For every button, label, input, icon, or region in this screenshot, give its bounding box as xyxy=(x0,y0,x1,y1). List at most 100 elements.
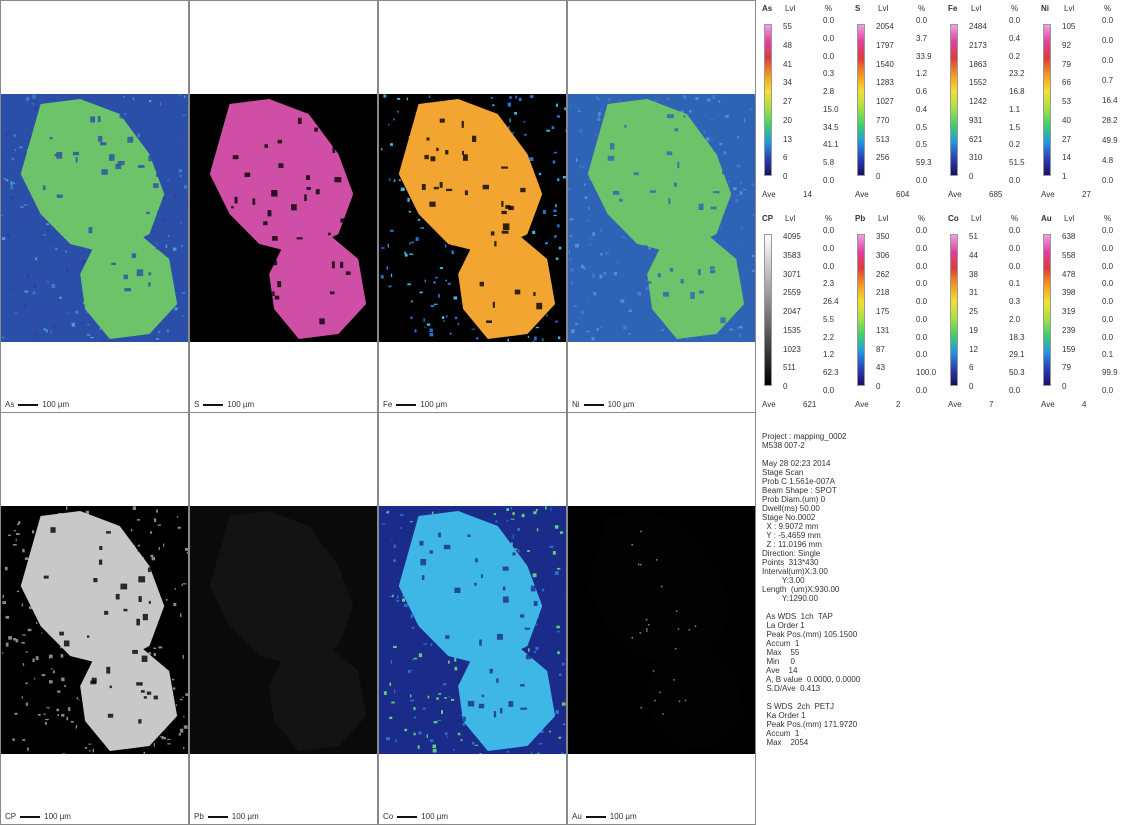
level-value: 1 xyxy=(1062,172,1067,181)
scale-line xyxy=(203,403,224,406)
lvl-header: Lvl xyxy=(878,214,889,223)
ave-value: 4 xyxy=(1082,400,1087,409)
info-line: Peak Pos.(mm) 105.1500 xyxy=(762,630,858,639)
percent-value: 0.0 xyxy=(1102,56,1114,65)
scale-line xyxy=(583,403,604,406)
ave-value: 14 xyxy=(803,190,812,199)
percent-value: 0.0 xyxy=(1009,176,1021,185)
percent-value: 0.0 xyxy=(823,176,835,185)
element-map-image xyxy=(568,506,755,754)
pct-header: % xyxy=(918,4,926,13)
info-line: Beam Shape : SPOT xyxy=(762,486,837,495)
ave-label: Ave xyxy=(948,190,962,199)
percent-value: 0.0 xyxy=(916,297,928,307)
level-value: 27 xyxy=(1062,134,1071,144)
info-line: M538 007-2 xyxy=(762,441,805,450)
info-line: Y : -5.4659 mm xyxy=(762,531,821,540)
element-label: S xyxy=(194,400,200,409)
info-line: Dwell(ms) 50.00 xyxy=(762,504,820,513)
percent-value: 0.0 xyxy=(1009,261,1021,271)
info-line xyxy=(762,693,1122,702)
color-scale-bar xyxy=(1043,234,1051,386)
level-value: 6 xyxy=(969,363,974,373)
legend-element: Co xyxy=(948,214,959,223)
percent-value: 0.0 xyxy=(1102,243,1114,253)
percent-value: 33.9 xyxy=(916,51,932,61)
level-value: 53 xyxy=(1062,97,1071,106)
color-scale-bar xyxy=(950,24,958,176)
percent-value: 0.4 xyxy=(916,104,928,114)
ave-label: Ave xyxy=(762,190,776,199)
level-value: 218 xyxy=(876,288,890,298)
percent-value: 2.2 xyxy=(823,332,835,342)
map-panel-fe: Fe 100 µm xyxy=(378,0,567,413)
scale-bar: Co 100 µm xyxy=(383,812,448,821)
legend-as: As Lvl% 55 48 41 34 27 20 13 6 0 0.0 0.0 0.0 0.3 2.8 15.… xyxy=(759,0,851,205)
percent-value: 0.0 xyxy=(823,51,835,61)
level-value: 350 xyxy=(876,232,890,241)
info-line: Interval(um)X:3.00 xyxy=(762,567,828,576)
scale-label: 100 µm xyxy=(421,812,449,821)
level-value: 44 xyxy=(969,250,978,260)
percent-value: 0.0 xyxy=(1102,314,1114,324)
level-value: 0 xyxy=(783,172,788,181)
percent-value: 34.5 xyxy=(823,122,839,132)
percent-value: 0.0 xyxy=(916,16,928,25)
level-value: 1797 xyxy=(876,40,894,50)
info-line: Points 313*430 xyxy=(762,558,819,567)
element-map-image xyxy=(190,506,377,754)
info-line: Peak Pos.(mm) 171.9720 xyxy=(762,720,858,729)
scale-label: 100 µm xyxy=(609,812,637,821)
lvl-header: Lvl xyxy=(1064,214,1075,223)
info-line: Max 55 xyxy=(762,648,800,657)
level-value: 1283 xyxy=(876,78,894,88)
level-value: 34 xyxy=(783,78,792,88)
level-value: 41 xyxy=(783,59,792,69)
info-line: Y:3.00 xyxy=(762,576,805,585)
legend-element: Fe xyxy=(948,4,958,13)
info-line: A, B value 0.0000, 0.0000 xyxy=(762,675,861,684)
element-map-image xyxy=(190,94,377,342)
color-scale-bar xyxy=(857,234,865,386)
map-panel-ni: Ni 100 µm xyxy=(567,0,756,413)
percent-value: 0.0 xyxy=(1102,261,1114,271)
percent-value: 0.0 xyxy=(1009,386,1021,395)
percent-value: 41.1 xyxy=(823,140,839,150)
info-line xyxy=(762,450,1122,459)
scale-line xyxy=(396,403,417,406)
percent-value: 0.0 xyxy=(1009,226,1021,235)
percent-value: 23.2 xyxy=(1009,69,1025,79)
percent-value: 28.2 xyxy=(1102,116,1118,125)
element-label: Au xyxy=(572,812,582,821)
percent-value: 1.1 xyxy=(1009,104,1021,114)
scale-label: 100 µm xyxy=(227,400,255,409)
legend-element: S xyxy=(855,4,861,13)
level-value: 175 xyxy=(876,307,890,316)
legend-element: CP xyxy=(762,214,774,223)
percent-value: 0.2 xyxy=(1009,140,1021,150)
info-line: X : 9.9072 mm xyxy=(762,522,819,531)
level-value: 55 xyxy=(783,22,792,31)
ave-label: Ave xyxy=(855,190,869,199)
percent-value: 0.0 xyxy=(1102,36,1114,45)
level-value: 262 xyxy=(876,269,890,279)
map-panel-co: Co 100 µm xyxy=(378,412,567,825)
level-value: 478 xyxy=(1062,269,1076,279)
pct-header: % xyxy=(825,4,833,13)
level-value: 0 xyxy=(1062,382,1067,391)
level-value: 1023 xyxy=(783,344,801,354)
ave-label: Ave xyxy=(762,400,776,409)
legend-element: As xyxy=(762,4,773,13)
scale-line xyxy=(207,815,228,818)
color-scale-bar xyxy=(764,234,772,386)
legend-fe: Fe Lvl% 2484 2173 1863 1552 1242 931 621 310 0 0.0 0… xyxy=(945,0,1037,205)
level-value: 48 xyxy=(783,40,792,50)
percent-value: 0.0 xyxy=(916,332,928,342)
color-scale-bar xyxy=(950,234,958,386)
pct-header: % xyxy=(1011,4,1019,13)
level-value: 511 xyxy=(783,363,796,373)
level-value: 159 xyxy=(1062,344,1076,354)
element-map-image xyxy=(1,506,188,754)
ave-value: 604 xyxy=(896,190,910,199)
legend-co: Co Lvl% 51 44 38 31 25 19 12 6 0 0.0 0.0 0.0 0.1 0.3 2.0… xyxy=(945,210,1037,415)
